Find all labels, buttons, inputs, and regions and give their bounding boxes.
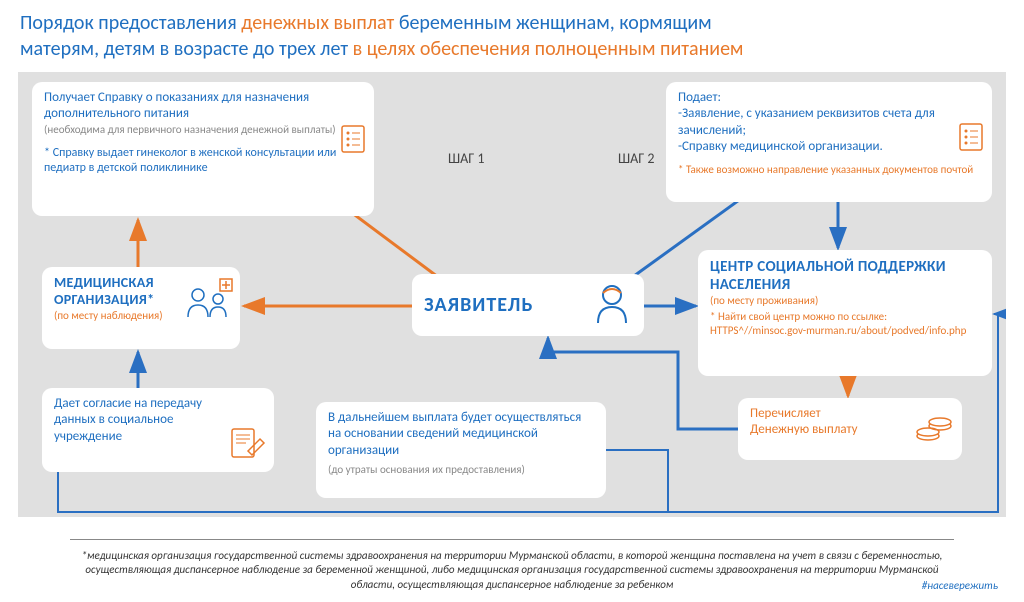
applicant-title: ЗАЯВИТЕЛЬ: [424, 293, 592, 318]
title-segment: Порядок предоставления: [20, 11, 241, 35]
node-note: (до утраты основания их предоставления): [328, 463, 594, 477]
checklist-icon: [958, 122, 984, 157]
node-applicant: ЗАЯВИТЕЛЬ: [412, 274, 644, 336]
node-head: Подает:: [678, 90, 980, 106]
node-text: В дальнейшем выплата будет осуществлятьс…: [328, 410, 594, 459]
footnote-divider: [70, 539, 954, 540]
node-line: -Справку медицинской организации.: [678, 139, 980, 155]
node-submit-docs: Подает: -Заявление, с указанием реквизит…: [666, 82, 992, 202]
title-segment: матерям, детям в возрасте до трех лет: [20, 37, 353, 61]
node-medical-org: МЕДИЦИНСКАЯ ОРГАНИЗАЦИЯ* (по месту наблю…: [42, 267, 240, 349]
sign-document-icon: [230, 425, 266, 464]
node-text: Дает согласие на передачу данных в социа…: [54, 396, 214, 445]
hashtag: #насевережить: [922, 579, 998, 592]
footnote: *медицинская организация государственной…: [18, 549, 1006, 592]
title-accent: денежных выплат: [241, 11, 399, 35]
node-link: HTTPS^//minsoc.gov-murman.ru/about/podve…: [710, 324, 980, 338]
node-note: (необходима для первичного назначения де…: [44, 123, 362, 137]
person-icon: [592, 281, 632, 330]
node-text: Получает Справку о показаниях для назнач…: [44, 90, 362, 123]
node-note: * Также возможно направление указанных д…: [678, 163, 980, 177]
node-title: ЦЕНТР СОЦИАЛЬНОЙ ПОДДЕРЖКИ НАСЕЛЕНИЯ: [710, 258, 980, 294]
doctors-icon: [184, 277, 234, 326]
node-get-certificate: Получает Справку о показаниях для назнач…: [32, 82, 374, 216]
step-2-label: ШАГ 2: [618, 150, 655, 167]
node-payment: Перечисляет Денежную выплату: [738, 398, 962, 460]
title-accent: в целях обеспечения полноценным питанием: [353, 37, 744, 61]
node-ongoing-payments: В дальнейшем выплата будет осуществлятьс…: [316, 402, 606, 498]
coins-icon: [914, 412, 954, 449]
node-consent: Дает согласие на передачу данных в социа…: [42, 388, 274, 472]
title-segment: беременным женщинам, кормящим: [399, 11, 712, 35]
step-1-label: ШАГ 1: [448, 150, 485, 167]
node-link-pre: * Найти свой центр можно по ссылке:: [710, 310, 980, 324]
node-sub: (по месту проживания): [710, 294, 980, 308]
node-social-center: ЦЕНТР СОЦИАЛЬНОЙ ПОДДЕРЖКИ НАСЕЛЕНИЯ (по…: [698, 250, 992, 376]
checklist-icon: [340, 124, 366, 159]
page-title: Порядок предоставления денежных выплат б…: [0, 0, 1024, 70]
node-line: -Заявление, с указанием реквизитов счета…: [678, 106, 980, 139]
node-bullet: * Справку выдает гинеколог в женской кон…: [44, 146, 362, 176]
